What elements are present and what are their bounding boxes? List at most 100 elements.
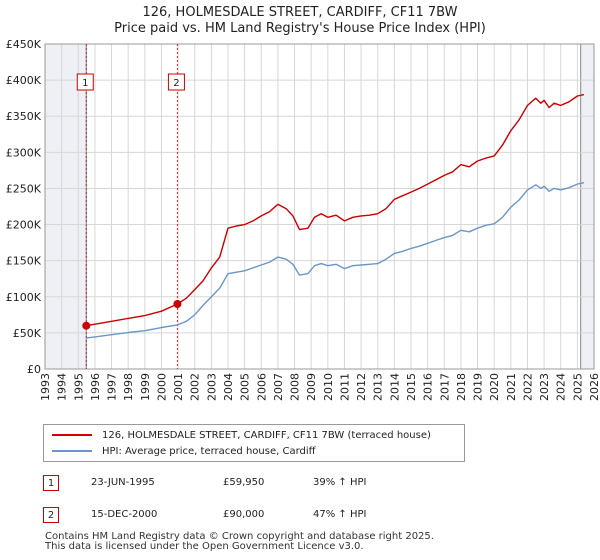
chart-title: 126, HOLMESDALE STREET, CARDIFF, CF11 7B… [142, 5, 458, 20]
y-tick-label: £0 [27, 363, 41, 376]
x-tick: 2014 [388, 373, 401, 401]
sale-marker-badge [167, 73, 185, 91]
x-tick-label: 2026 [588, 373, 600, 401]
x-tick-label: 1995 [72, 373, 85, 401]
legend-swatch-hpi [52, 450, 92, 452]
sale-point [82, 321, 91, 330]
x-tick: 2012 [355, 373, 368, 401]
x-tick: 2022 [521, 373, 534, 401]
x-tick: 2005 [239, 373, 252, 401]
x-tick-label: 2025 [571, 373, 584, 401]
y-axis-ticks: £0 £50K £100K £150K £200K £250K £300K £350K £400… [6, 38, 42, 376]
sale-price: £90,000 [223, 509, 265, 520]
x-tick-label: 1994 [56, 373, 69, 401]
x-tick: 2021 [505, 373, 518, 401]
sale-marker-label: 1 [82, 78, 88, 89]
shaded-range [580, 44, 594, 369]
x-tick: 1993 [39, 373, 52, 401]
y-tick-label: £50K [13, 327, 42, 340]
x-tick-label: 2014 [388, 373, 401, 401]
plot-frame [44, 43, 595, 370]
x-tick-label: 2018 [455, 373, 468, 401]
x-tick-label: 2011 [338, 373, 351, 401]
x-tick-label: 1999 [139, 373, 152, 401]
x-tick-label: 2024 [555, 373, 568, 401]
x-tick: 2023 [538, 373, 551, 401]
legend-label-hpi: HPI: Average price, terraced house, Card… [102, 445, 316, 457]
x-tick-label: 2023 [538, 373, 551, 401]
x-tick-label: 2019 [472, 373, 485, 401]
sale-marker-label: 2 [173, 78, 179, 89]
x-tick: 1995 [72, 373, 85, 401]
x-tick: 1994 [56, 373, 69, 401]
y-tick-label: £200K [6, 219, 42, 232]
series-line-property [86, 93, 585, 327]
series-line-hpi [86, 182, 585, 339]
x-tick: 1998 [122, 373, 135, 401]
grid-layer [44, 43, 595, 370]
x-tick: 2026 [588, 373, 600, 401]
sale-point [173, 300, 182, 308]
x-tick-label: 2016 [422, 373, 435, 401]
sale-date: 23-JUN-1995 [91, 477, 155, 488]
x-tick: 1996 [89, 373, 102, 401]
x-tick-label: 2004 [222, 373, 235, 401]
y-tick-label: £300K [6, 146, 42, 159]
x-tick: 2018 [455, 373, 468, 401]
x-tick-label: 2008 [289, 373, 302, 401]
legend: 126, HOLMESDALE STREET, CARDIFF, CF11 7B… [43, 424, 465, 462]
x-tick: 2001 [172, 373, 185, 401]
x-tick-label: 2006 [255, 373, 268, 401]
x-tick: 2017 [438, 373, 451, 401]
chart-subtitle: Price paid vs. HM Land Registry's House … [114, 21, 486, 36]
shade-layer [45, 44, 594, 369]
sale-points [82, 300, 182, 330]
x-tick-label: 2020 [488, 373, 501, 401]
x-tick: 1999 [139, 373, 152, 401]
sale-marker-lines [85, 44, 178, 369]
x-tick: 2025 [571, 373, 584, 401]
shaded-range [45, 44, 87, 369]
x-tick: 2006 [255, 373, 268, 401]
x-tick-label: 2003 [205, 373, 218, 401]
x-tick-label: 2015 [405, 373, 418, 401]
x-tick: 2024 [555, 373, 568, 401]
x-tick-label: 1993 [39, 373, 52, 401]
footer: Contains HM Land Registry data © Crown c… [45, 532, 434, 552]
sale-hpi-change: 39% ↑ HPI [313, 477, 367, 488]
sale-marker-badge [76, 73, 94, 91]
y-tick-label: £450K [6, 38, 42, 51]
x-tick-label: 2009 [305, 373, 318, 401]
x-tick-label: 2022 [521, 373, 534, 401]
y-tick-label: £350K [6, 110, 42, 123]
x-tick: 2003 [205, 373, 218, 401]
sale-hpi-change: 47% ↑ HPI [313, 509, 367, 520]
x-tick-label: 2013 [372, 373, 385, 401]
x-tick: 2010 [322, 373, 335, 401]
x-tick: 2016 [422, 373, 435, 401]
sale-badge: 2 [43, 507, 59, 523]
x-axis-ticks: 1993 1994 1995 1996 1997 1998 1999 2000 2001 2002… [39, 373, 600, 401]
sale-price: £59,950 [223, 477, 265, 488]
footer-copyright: Contains HM Land Registry data © Crown c… [45, 531, 434, 542]
x-tick: 2019 [472, 373, 485, 401]
y-tick-label: £100K [6, 291, 42, 304]
x-tick: 2013 [372, 373, 385, 401]
x-tick-label: 2010 [322, 373, 335, 401]
x-tick-label: 1996 [89, 373, 102, 401]
x-tick: 2009 [305, 373, 318, 401]
x-tick-label: 2012 [355, 373, 368, 401]
x-tick: 2015 [405, 373, 418, 401]
x-tick-label: 2001 [172, 373, 185, 401]
x-tick-label: 2017 [438, 373, 451, 401]
x-tick-label: 2007 [272, 373, 285, 401]
x-tick: 2004 [222, 373, 235, 401]
x-tick-label: 2005 [239, 373, 252, 401]
y-tick-label: £150K [6, 255, 42, 268]
x-tick: 1997 [106, 373, 119, 401]
sale-date: 15-DEC-2000 [91, 509, 158, 520]
x-tick: 2008 [289, 373, 302, 401]
x-tick-label: 2021 [505, 373, 518, 401]
